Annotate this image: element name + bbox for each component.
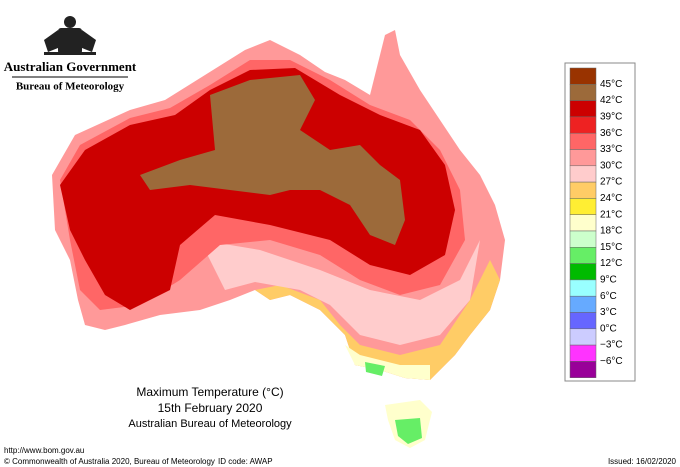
coastal-mild (345, 345, 430, 380)
legend-swatch (569, 181, 597, 199)
footer-copyright: © Commonwealth of Australia 2020, Bureau… (4, 457, 215, 466)
legend-label: 0°C (600, 323, 617, 334)
legend: 45°C 42°C 39°C 36°C 33°C 30°C 27°C 24°C 21°C 18°C… (569, 67, 623, 378)
legend-swatch (569, 67, 597, 85)
legend-label: 24°C (600, 193, 622, 204)
legend-label: 39°C (600, 112, 622, 123)
coastal-cool (255, 260, 500, 380)
legend-swatch (569, 328, 597, 346)
legend-swatch (569, 165, 597, 183)
legend-label: 15°C (600, 242, 622, 253)
legend-swatch (569, 214, 597, 232)
mainland-pink (200, 240, 480, 345)
legend-label: 3°C (600, 307, 617, 318)
crest (44, 16, 96, 55)
legend-label: 45°C (600, 79, 622, 90)
legend-label: 42°C (600, 95, 622, 106)
legend-label: 33°C (600, 144, 622, 155)
legend-label: 12°C (600, 258, 622, 269)
legend-swatch (569, 198, 597, 215)
footer-id: ID code: AWAP (218, 457, 273, 466)
legend-label: −6°C (600, 356, 623, 367)
legend-swatch (569, 312, 597, 330)
footer-issued: Issued: 16/02/2020 (608, 457, 677, 466)
legend-swatch (569, 295, 597, 313)
legend-swatch (569, 132, 597, 150)
legend-swatch (569, 116, 597, 134)
legend-label: −3°C (600, 340, 623, 351)
map-date: 15th February 2020 (158, 401, 263, 415)
australia-map (52, 30, 505, 448)
legend-label: 6°C (600, 291, 617, 302)
legend-swatch (569, 230, 597, 248)
legend-label: 30°C (600, 160, 622, 171)
map-source: Australian Bureau of Meteorology (128, 418, 292, 430)
legend-swatch (569, 149, 597, 167)
agency-name: Bureau of Meteorology (16, 81, 125, 93)
legend-label: 36°C (600, 128, 622, 139)
legend-label: 21°C (600, 209, 622, 220)
government-name: Australian Government (4, 59, 137, 74)
legend-swatch (569, 263, 597, 281)
legend-swatch (569, 247, 597, 264)
victoria-cool (365, 362, 385, 376)
legend-swatch (569, 100, 597, 118)
legend-swatch (569, 84, 597, 101)
map-title: Maximum Temperature (°C) (136, 385, 283, 399)
legend-swatch (569, 361, 597, 378)
mainland-extreme (140, 75, 405, 245)
legend-label: 27°C (600, 177, 622, 188)
legend-label: 9°C (600, 275, 617, 286)
legend-label: 18°C (600, 226, 622, 237)
footer-url: http://www.bom.gov.au (4, 446, 84, 455)
legend-swatch (569, 279, 597, 297)
tasmania-cool (395, 418, 422, 444)
legend-swatch (569, 344, 597, 362)
